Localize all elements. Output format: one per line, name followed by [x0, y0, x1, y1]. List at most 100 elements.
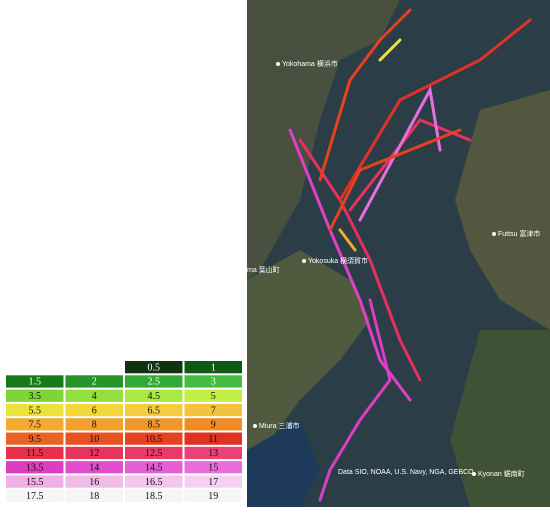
legend-cell [124, 460, 184, 475]
legend-value: 13 [208, 448, 218, 459]
legend-value: 17.5 [26, 491, 44, 502]
legend-value: 6.5 [148, 405, 161, 416]
legend-value: 18.5 [145, 491, 163, 502]
legend-cell [64, 460, 124, 475]
legend-cell [124, 402, 184, 418]
legend-cell [183, 474, 243, 489]
legend-cell [5, 431, 65, 446]
legend-value: 7.5 [29, 420, 42, 431]
legend-value: 8 [92, 420, 97, 431]
place-marker [276, 62, 280, 66]
legend-value: 7 [211, 405, 216, 416]
legend-cell [183, 488, 243, 504]
land-yokohama [247, 0, 400, 280]
route [338, 228, 357, 252]
legend-cell [124, 388, 184, 403]
legend-cell [124, 431, 184, 446]
legend-cell [64, 388, 124, 403]
place-label: Futtsu 富津市 [498, 229, 540, 238]
legend-value: 16 [89, 477, 99, 488]
legend-value: 2.5 [148, 377, 161, 388]
map [247, 0, 550, 507]
route [338, 18, 532, 202]
route [298, 138, 422, 382]
sagami-bay [247, 420, 320, 507]
legend-value: 15.5 [26, 477, 44, 488]
routes [288, 8, 532, 502]
legend-cell [64, 417, 124, 432]
place-label: ma 葉山町 [247, 265, 280, 274]
place-label: Data SIO, NOAA, U.S. Navy, NGA, GEBCO [338, 469, 474, 476]
legend-value: 1.5 [29, 377, 42, 388]
route [328, 128, 462, 232]
legend-cell [5, 445, 65, 461]
legend-cell [64, 402, 124, 418]
legend-cell [183, 360, 243, 375]
route [318, 8, 412, 182]
place-marker [253, 424, 257, 428]
route [378, 38, 402, 62]
legend-value: 8.5 [148, 420, 161, 431]
route [288, 128, 412, 402]
legend-cell [183, 460, 243, 475]
legend-value: 2 [92, 377, 97, 388]
legend-value: 3 [211, 377, 216, 388]
place-marker [302, 259, 306, 263]
place-marker [492, 232, 496, 236]
legend-cell [183, 431, 243, 446]
land-boso [450, 330, 550, 507]
legend-cell [183, 388, 243, 403]
legend-value: 5.5 [29, 405, 42, 416]
place-label: Yokohama 横浜市 [282, 59, 338, 68]
legend-value: 9 [211, 420, 216, 431]
land-chiba [455, 90, 550, 330]
legend-cell [64, 374, 124, 389]
legend-value: 16.5 [145, 477, 163, 488]
legend-cell [183, 374, 243, 389]
legend-cell [124, 374, 184, 389]
legend-value: 12.5 [145, 448, 163, 459]
legend-value: 4 [92, 391, 97, 402]
legend-value: 10.5 [145, 434, 163, 445]
legend-cell [124, 474, 184, 489]
legend-cell [64, 431, 124, 446]
legend-value: 15 [208, 463, 218, 474]
legend-cell [5, 488, 65, 504]
legend-value: 1 [211, 362, 216, 373]
legend-cell [5, 388, 65, 403]
legend-value: 3.5 [29, 391, 42, 402]
route [318, 298, 392, 502]
legend-cell [5, 417, 65, 432]
legend-value: 11 [208, 434, 218, 445]
legend-value: 5 [211, 391, 216, 402]
legend-value: 14 [89, 463, 99, 474]
place-marker [472, 472, 476, 476]
place-label: Yokosuka 横須賀市 [308, 256, 368, 265]
legend-value: 14.5 [145, 463, 163, 474]
legend-value: 12 [89, 448, 99, 459]
legend-value: 9.5 [29, 434, 42, 445]
land-miura [247, 250, 370, 450]
legend-cell [124, 488, 184, 504]
legend-cell [5, 474, 65, 489]
legend-value: 0.5 [148, 362, 161, 373]
legend-cell [183, 445, 243, 461]
legend-cell [124, 360, 184, 375]
legend-cell [183, 402, 243, 418]
route [358, 85, 442, 222]
legend-value: 19 [208, 491, 218, 502]
legend-cell [5, 460, 65, 475]
legend-cell [124, 417, 184, 432]
place-label: Kyonan 鋸南町 [478, 469, 525, 478]
place-label: Miura 三浦市 [259, 421, 299, 430]
legend-cell [64, 474, 124, 489]
legend-cell [64, 488, 124, 504]
legend-value: 18 [89, 491, 99, 502]
legend-value: 17 [208, 477, 218, 488]
legend-cell [183, 417, 243, 432]
legend-value: 13.5 [26, 463, 44, 474]
legend-value: 10 [89, 434, 99, 445]
legend-value: 4.5 [148, 391, 161, 402]
